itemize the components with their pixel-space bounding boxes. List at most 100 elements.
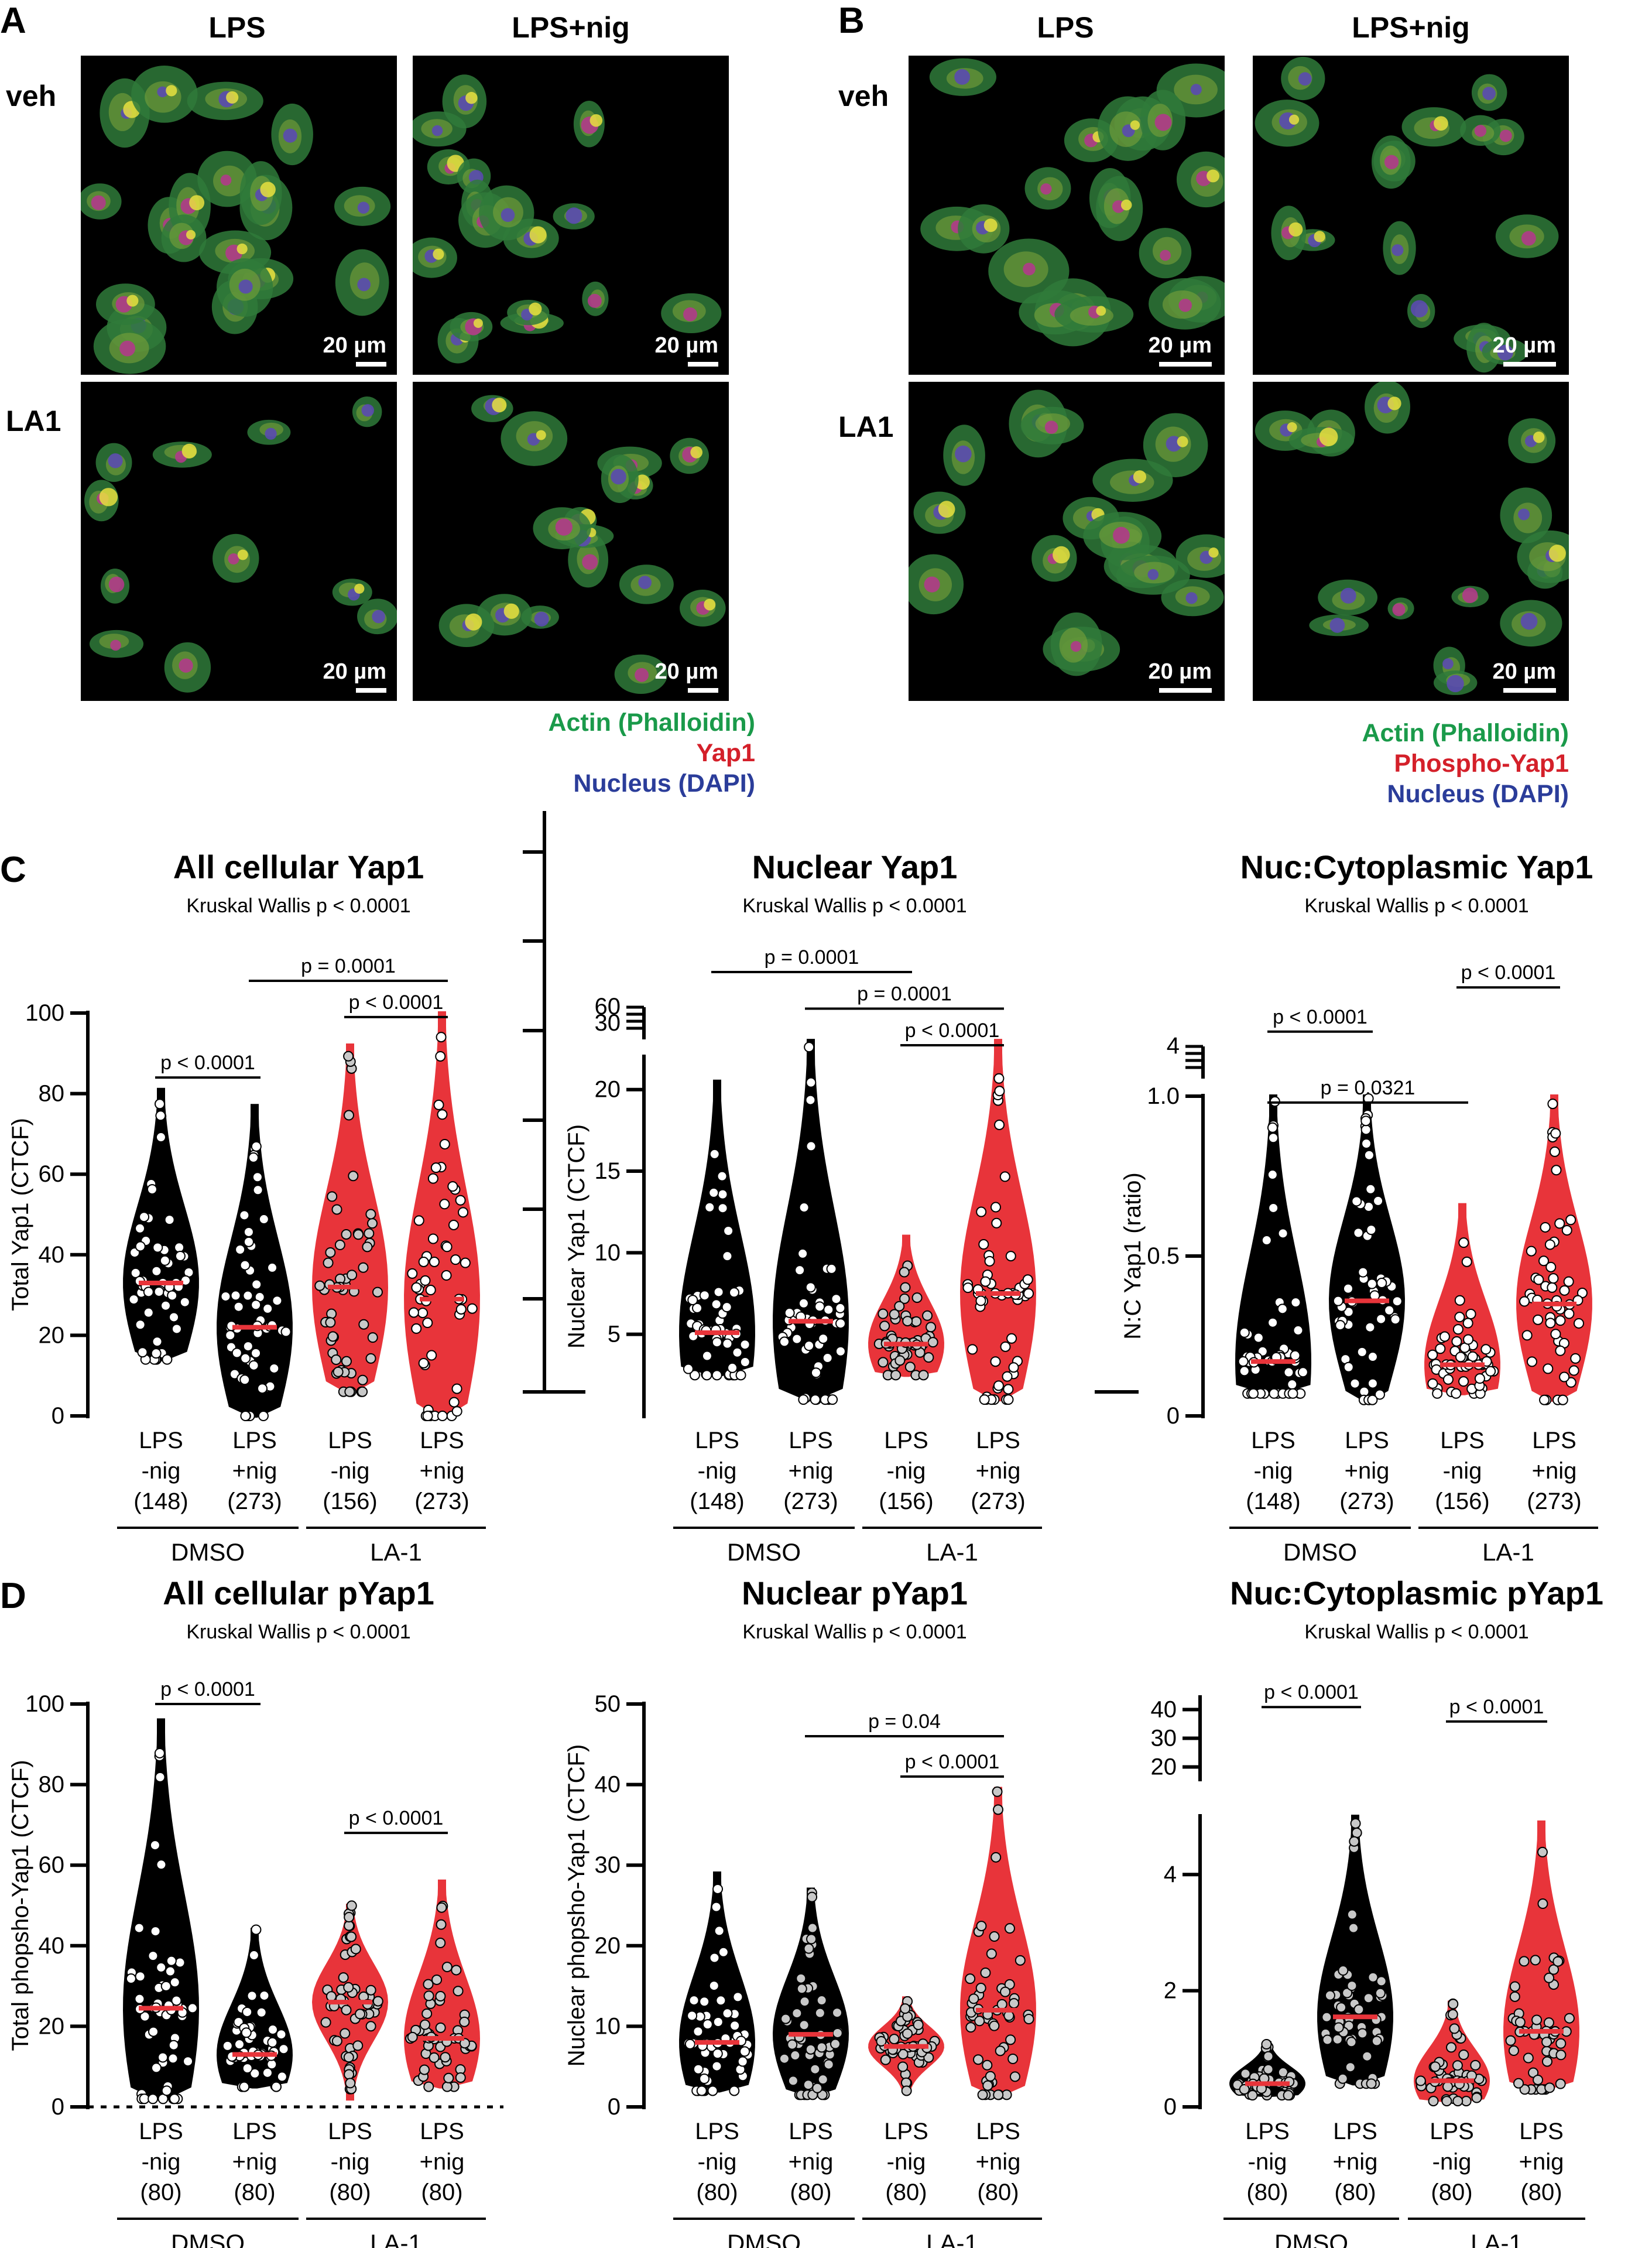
data-point [1366,1278,1377,1289]
data-point [711,1337,722,1348]
cell-nucleus [1521,231,1536,246]
data-point [816,2042,827,2053]
scale-bar [1159,688,1212,693]
data-point [798,1202,810,1213]
y-axis-label: Total phopsho-Yap1 (CTCF) [8,1760,33,2051]
data-point [280,1326,292,1337]
data-point [1470,2059,1481,2071]
data-point [1240,2068,1251,2079]
data-point [276,2029,287,2040]
scale-bar-label: 20 µm [1492,333,1556,358]
cell-nucleus [1040,183,1052,195]
data-point [723,1225,734,1236]
cell-nucleus [228,553,239,565]
y-tick-label: 100 [25,1691,64,1717]
data-point [1474,1373,1485,1384]
data-point [717,1203,728,1214]
cell-bright-spot [189,195,205,211]
data-point [1509,1981,1520,1992]
group-label: DMSO [171,2229,245,2248]
cell-nucleus [357,278,371,292]
category-label: +nig [789,1458,834,1484]
data-point [458,1207,469,1218]
data-point [889,1309,900,1320]
data-point [1365,1322,1376,1333]
cell-bright-spot [536,430,546,440]
data-point [419,2064,430,2075]
data-point [985,2071,996,2082]
data-point [327,1331,338,1342]
data-point [323,1257,334,1268]
data-point [1526,1356,1537,1367]
data-point [441,2081,453,2092]
data-point [779,2053,790,2064]
y-axis-label: Nuclear phopsho-Yap1 (CTCF) [564,1744,589,2067]
panel-a-legend-actin: Actin (Phalloidin) [548,709,755,737]
category-label: LPS [1430,2119,1474,2144]
data-point [835,1302,846,1313]
data-point [780,2013,791,2024]
cell-nucleus [1147,569,1159,580]
cell-nucleus [108,453,123,468]
data-point [923,1352,934,1363]
data-point [249,2068,261,2079]
data-point [341,1229,352,1240]
data-point [1555,1315,1566,1326]
chart-title: Nuc:Cytoplasmic Yap1 [1240,848,1593,885]
data-point [156,1859,167,1870]
data-point [1559,1371,1570,1383]
data-point [1555,2078,1566,2089]
data-point [1427,1378,1438,1389]
micrograph-cells [81,66,391,374]
category-label: (80) [696,2179,738,2205]
category-label: LPS [976,1428,1020,1453]
data-point [1349,1836,1360,1847]
data-point [407,1268,418,1279]
panel-b-col-lps: LPS [1037,11,1094,44]
data-point [1533,1314,1544,1325]
data-point [327,1191,338,1202]
data-point [372,1996,383,2007]
data-point [688,1995,700,2006]
data-point [1351,1827,1362,1838]
data-point [1277,1228,1288,1239]
data-point [439,1138,450,1149]
data-point [1009,2071,1020,2082]
cell-nucleus [431,125,443,136]
data-point [152,1336,163,1347]
cell-nucleus [1497,344,1513,361]
data-point [1548,1964,1560,1975]
chart-subtitle: Kruskal Wallis p < 0.0001 [186,1621,410,1643]
data-point [239,1210,250,1221]
data-point [799,1996,810,2007]
data-point [343,2052,354,2063]
data-point [266,2059,277,2070]
data-point [810,2064,821,2075]
group-label: DMSO [171,1538,245,1566]
data-point [1565,1214,1576,1226]
y-tick-label-upper: 60 [595,994,621,1019]
data-point [252,1185,263,1196]
category-label: (148) [133,1489,188,1514]
data-point [1351,1196,1362,1207]
cell-bright-spot [1314,231,1325,242]
data-point [1547,1282,1558,1293]
y-axis-label: Nuclear Yap1 (CTCF) [564,1124,589,1349]
data-point [331,2035,342,2047]
data-point [233,1301,244,1312]
cell-nucleus [1113,526,1130,544]
data-point [348,1171,359,1182]
cell-nucleus [220,174,232,186]
data-point [344,1912,355,1923]
data-point [1435,1343,1446,1354]
data-point [832,2007,843,2018]
data-point [251,1299,262,1311]
data-point [156,1962,167,1973]
data-point [1269,1388,1280,1399]
y-tick-label: 4 [1164,1862,1177,1887]
data-point [408,1307,419,1318]
cell-nucleus [157,86,168,98]
data-point [787,2039,798,2050]
data-point [460,1257,471,1268]
data-point [699,2074,710,2085]
